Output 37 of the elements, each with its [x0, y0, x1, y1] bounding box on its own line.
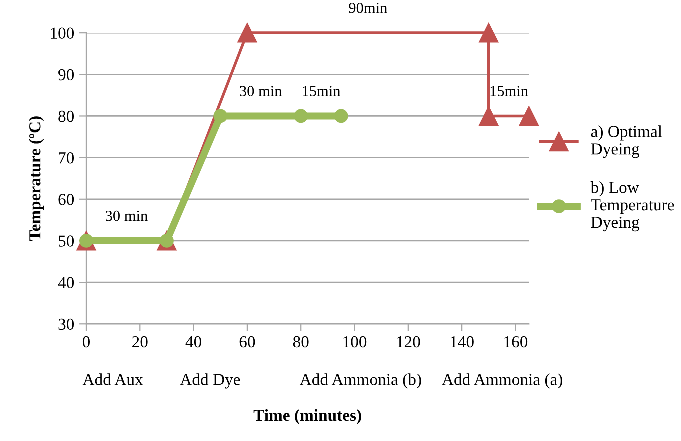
point [214, 109, 228, 124]
x-tick-label: 80 [293, 336, 309, 348]
y-tick-label: 90 [58, 69, 74, 81]
annotation: 90min [349, 2, 388, 14]
x-tick-label: 40 [186, 336, 202, 348]
annotation: 15min [490, 86, 528, 96]
y-tick-label: 40 [58, 277, 74, 288]
y-tick-label: 100 [51, 28, 74, 40]
y-axis-title: Temperature (ºC) [29, 116, 44, 242]
text: Add Dye [180, 374, 240, 389]
y-tick-label: 60 [58, 194, 74, 206]
point [479, 106, 499, 126]
x-tick-label: 120 [397, 336, 420, 348]
annotation: 30 min [240, 86, 282, 96]
y-tick-label: 70 [59, 152, 74, 164]
y-tick-label: 80 [58, 110, 74, 122]
text: Add Aux [82, 374, 144, 386]
annotation: 30 min [106, 210, 148, 222]
annotation: 15min [303, 86, 341, 96]
x-axis-title: Time (minutes) [254, 409, 362, 425]
x-tick-label: 160 [504, 336, 528, 348]
x-tick-label: 100 [344, 336, 367, 348]
point [294, 109, 308, 124]
legend-label: b) Low Temperature Dyeing [590, 182, 674, 232]
x-tick-label: 20 [132, 336, 148, 348]
x-tick-label: 140 [451, 336, 474, 348]
point [479, 23, 499, 43]
point [334, 109, 348, 124]
y-tick-label: 30 [58, 318, 74, 330]
x-tick-label: 60 [240, 336, 256, 348]
point [519, 106, 539, 126]
point [238, 23, 258, 43]
text: Add Ammonia (b) [300, 374, 422, 389]
y-tick-label: 50 [58, 236, 74, 247]
x-tick-label: 0 [82, 336, 90, 348]
legend-label: a) Optimal Dyeing [591, 126, 662, 158]
text: Add Ammonia (a) [442, 374, 562, 389]
